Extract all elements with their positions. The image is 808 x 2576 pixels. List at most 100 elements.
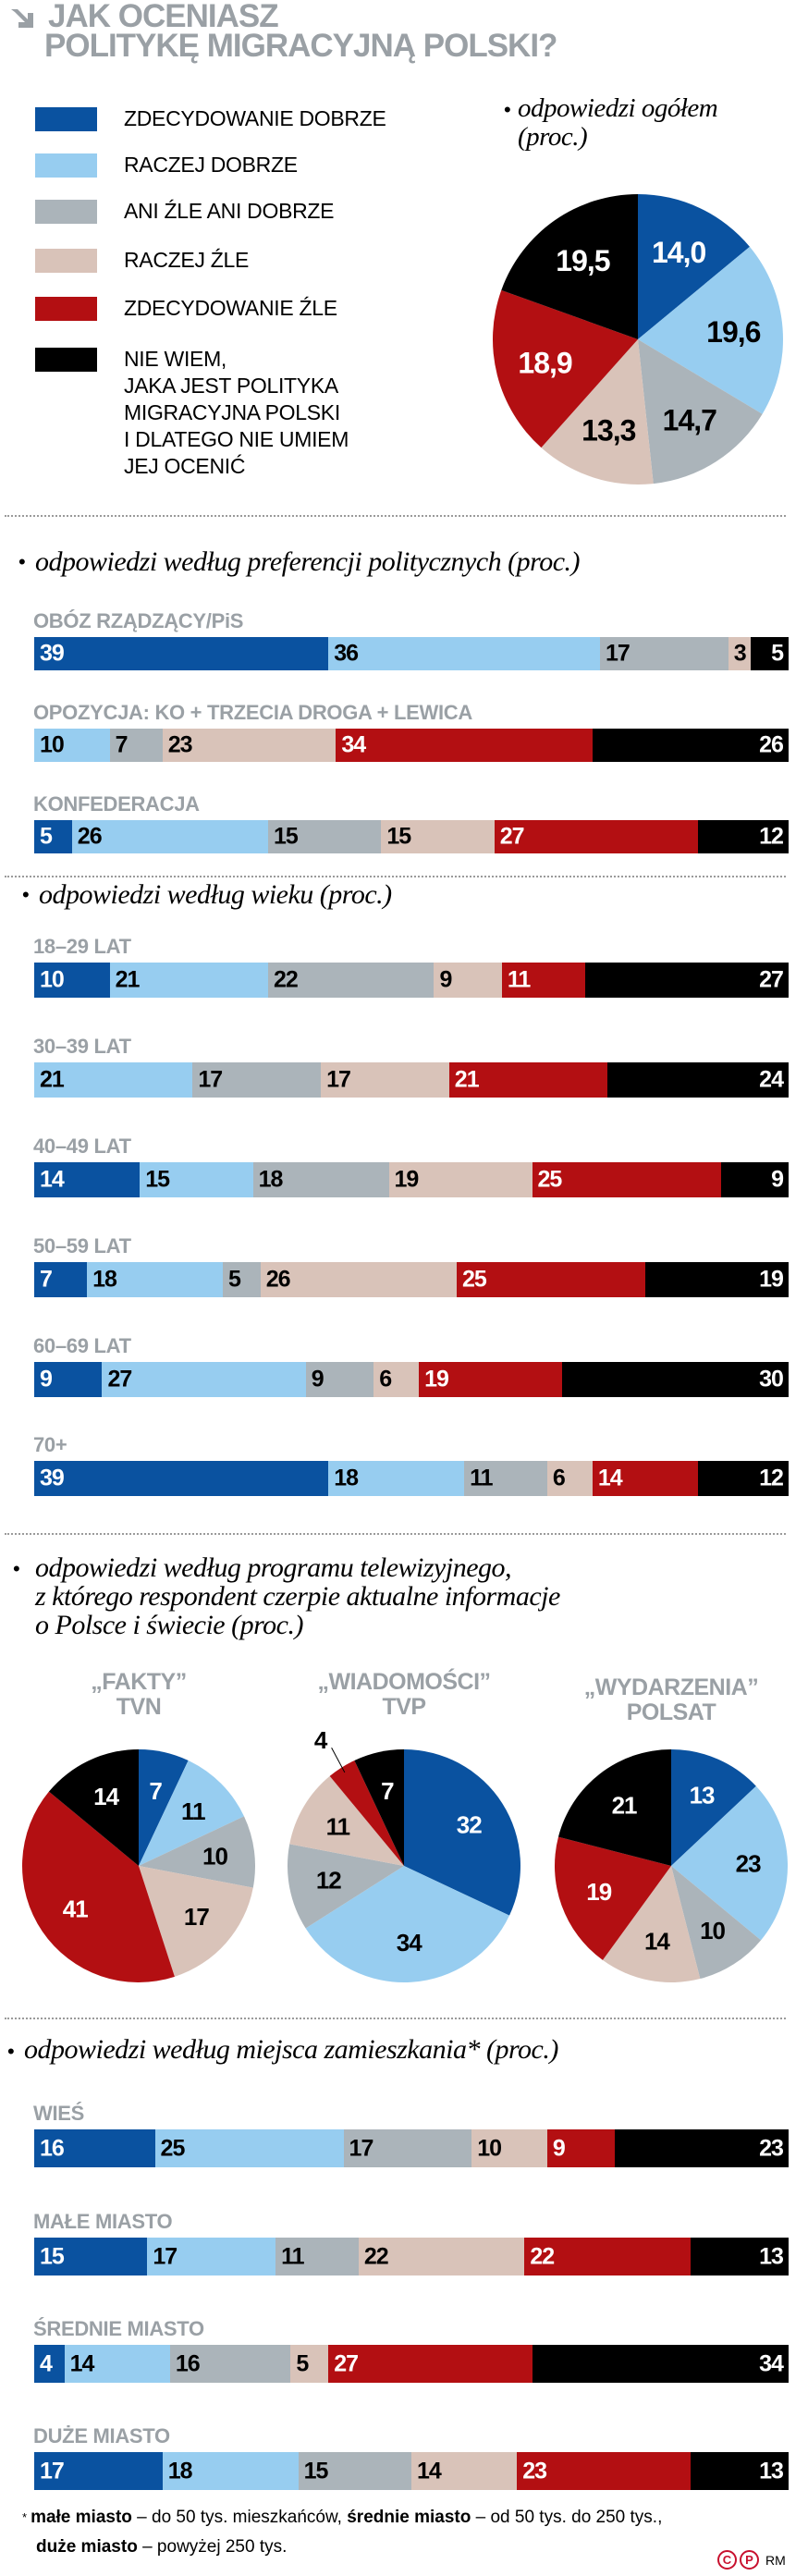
bullet-icon: • xyxy=(7,2040,15,2063)
bar-segment-ani-zle-ani-dobrze: 17 xyxy=(192,1062,322,1098)
data-label: 23 xyxy=(522,2458,547,2484)
data-label: 9 xyxy=(771,1166,784,1193)
bar-segment-raczej-dobrze: 18 xyxy=(162,2452,299,2490)
data-label: 5 xyxy=(227,1266,241,1293)
data-label: 17 xyxy=(40,2458,65,2484)
data-label: 18 xyxy=(92,1266,117,1293)
pie-slice-raczej-zle xyxy=(602,1866,701,1982)
overall-pie-chart: 14,0 19,6 14,7 13,3 18,9 19,5 xyxy=(493,194,783,485)
pie-slice-nie-wiem xyxy=(557,1749,671,1866)
tv-pie-chart: 32 34 12 11 4 7 xyxy=(288,1726,520,1982)
bar-segment-ani-zle-ani-dobrze: 15 xyxy=(267,820,382,853)
pie-data-label: 32 xyxy=(457,1810,482,1838)
data-label: 14 xyxy=(597,1465,623,1491)
group-label: 70+ xyxy=(33,1433,67,1456)
pie-slice-ani-zle-ani-dobrze xyxy=(638,339,763,485)
stacked-bar: 4 14 16 5 27 34 xyxy=(34,2345,789,2383)
footnote: * małe miasto – do 50 tys. mieszkańców, ś… xyxy=(22,2504,662,2532)
bar-segment-zdecydowanie-dobrze: 5 xyxy=(34,820,72,853)
bar-segment-ani-zle-ani-dobrze: 18 xyxy=(252,1162,389,1197)
data-label: 16 xyxy=(175,2350,201,2376)
data-label: 11 xyxy=(281,2243,304,2269)
pie-slice-zdecydowanie-dobrze xyxy=(404,1749,520,1916)
pie-slice-zdecydowanie-dobrze xyxy=(139,1749,189,1866)
bar-segment-nie-wiem: 13 xyxy=(690,2452,789,2490)
data-label: 18 xyxy=(167,2458,193,2484)
pie-data-label: 13 xyxy=(690,1782,715,1809)
bar-segment-raczej-zle: 23 xyxy=(162,729,337,762)
data-label: 13 xyxy=(759,2458,784,2484)
data-label: 22 xyxy=(273,966,299,993)
pie-data-label: 10 xyxy=(700,1917,725,1944)
data-label: 23 xyxy=(167,731,193,758)
data-label: 21 xyxy=(454,1066,480,1093)
bar-segment-raczej-dobrze: 10 xyxy=(34,729,110,762)
data-label: 24 xyxy=(759,1066,784,1093)
data-label: 17 xyxy=(349,2135,374,2161)
bar-segment-ani-zle-ani-dobrze: 7 xyxy=(109,729,163,762)
legend-label: ANI ŹLE ANI DOBRZE xyxy=(124,199,335,223)
legend-label: NIE WIEM, JAKA JEST POLITYKA MIGRACYJNA … xyxy=(124,347,349,478)
data-label: 27 xyxy=(499,823,525,850)
stacked-bar: 39 36 17 3 5 xyxy=(34,637,789,670)
pie-slice-zdecydowanie-zle xyxy=(329,1760,404,1866)
bar-segment-nie-wiem: 13 xyxy=(690,2238,789,2275)
bar-segment-raczej-dobrze: 14 xyxy=(64,2345,170,2383)
bar-segment-nie-wiem: 34 xyxy=(532,2345,789,2383)
legend-label: ZDECYDOWANIE DOBRZE xyxy=(124,106,386,130)
data-label: 9 xyxy=(552,2135,566,2161)
data-label: 18 xyxy=(258,1166,284,1193)
data-label: 9 xyxy=(311,1366,324,1392)
bar-segment-ani-zle-ani-dobrze: 9 xyxy=(305,1362,374,1397)
pie-data-label: 7 xyxy=(149,1777,162,1805)
bullet-icon: • xyxy=(18,550,26,573)
group-label: OPOZYCJA: KO + TRZECIA DROGA + LEWICA xyxy=(33,701,472,724)
stacked-bar: 15 17 11 22 22 13 xyxy=(34,2238,789,2275)
group-label: WIEŚ xyxy=(33,2102,85,2125)
data-label: 22 xyxy=(363,2243,389,2269)
pie-slice-nie-wiem xyxy=(48,1749,140,1866)
tv-pie-title: „FAKTY” TVN xyxy=(91,1669,187,1720)
data-label: 15 xyxy=(303,2458,329,2484)
pie-slice-raczej-dobrze xyxy=(638,246,783,414)
page-title-line2: POLITYKĘ MIGRACYJNĄ POLSKI? xyxy=(44,28,557,64)
legend-swatch-ani-zle-ani-dobrze xyxy=(35,200,97,224)
data-label: 25 xyxy=(461,1266,487,1293)
legend-swatch-raczej-dobrze xyxy=(35,153,97,178)
bar-segment-raczej-dobrze: 18 xyxy=(87,1262,223,1297)
bar-segment-zdecydowanie-zle: 27 xyxy=(494,820,699,853)
footnote-text: – od 50 tys. do 250 tys., xyxy=(471,2508,663,2527)
data-label: 19 xyxy=(394,1166,420,1193)
bar-segment-zdecydowanie-zle: 14 xyxy=(592,1461,699,1496)
data-label: 21 xyxy=(40,1066,65,1093)
tv-pie-title: „WIADOMOŚCI” TVP xyxy=(317,1669,491,1720)
bar-segment-zdecydowanie-zle: 9 xyxy=(546,2129,616,2167)
data-label: 15 xyxy=(273,823,299,850)
bar-segment-ani-zle-ani-dobrze: 11 xyxy=(275,2238,359,2275)
pie-data-label: 14 xyxy=(644,1928,670,1956)
bar-segment-zdecydowanie-dobrze: 14 xyxy=(34,1162,141,1197)
bar-segment-zdecydowanie-zle: 21 xyxy=(448,1062,608,1098)
leader-line xyxy=(331,1747,346,1773)
data-label: 7 xyxy=(115,731,129,758)
data-label: 3 xyxy=(733,640,747,667)
data-label: 34 xyxy=(759,2350,784,2376)
pie-slice-zdecydowanie-dobrze xyxy=(671,1749,756,1866)
data-label: 9 xyxy=(439,966,452,993)
bar-segment-ani-zle-ani-dobrze: 17 xyxy=(343,2129,472,2167)
bar-segment-raczej-zle: 26 xyxy=(260,1262,457,1297)
data-label: 5 xyxy=(40,823,53,850)
pie-data-label: 17 xyxy=(184,1903,209,1931)
bar-segment-raczej-zle: 19 xyxy=(388,1162,533,1197)
data-label: 19 xyxy=(424,1366,449,1392)
data-label: 15 xyxy=(386,823,411,850)
legend-label: RACZEJ DOBRZE xyxy=(124,153,298,177)
bar-segment-zdecydowanie-dobrze: 39 xyxy=(34,637,329,670)
separator xyxy=(5,1533,786,1535)
pie-slice-raczej-dobrze xyxy=(139,1760,245,1866)
separator xyxy=(5,515,786,517)
data-label: 16 xyxy=(40,2135,65,2161)
credit: C P RM xyxy=(717,2550,786,2570)
phonogram-icon: P xyxy=(740,2550,759,2570)
separator xyxy=(5,876,786,877)
